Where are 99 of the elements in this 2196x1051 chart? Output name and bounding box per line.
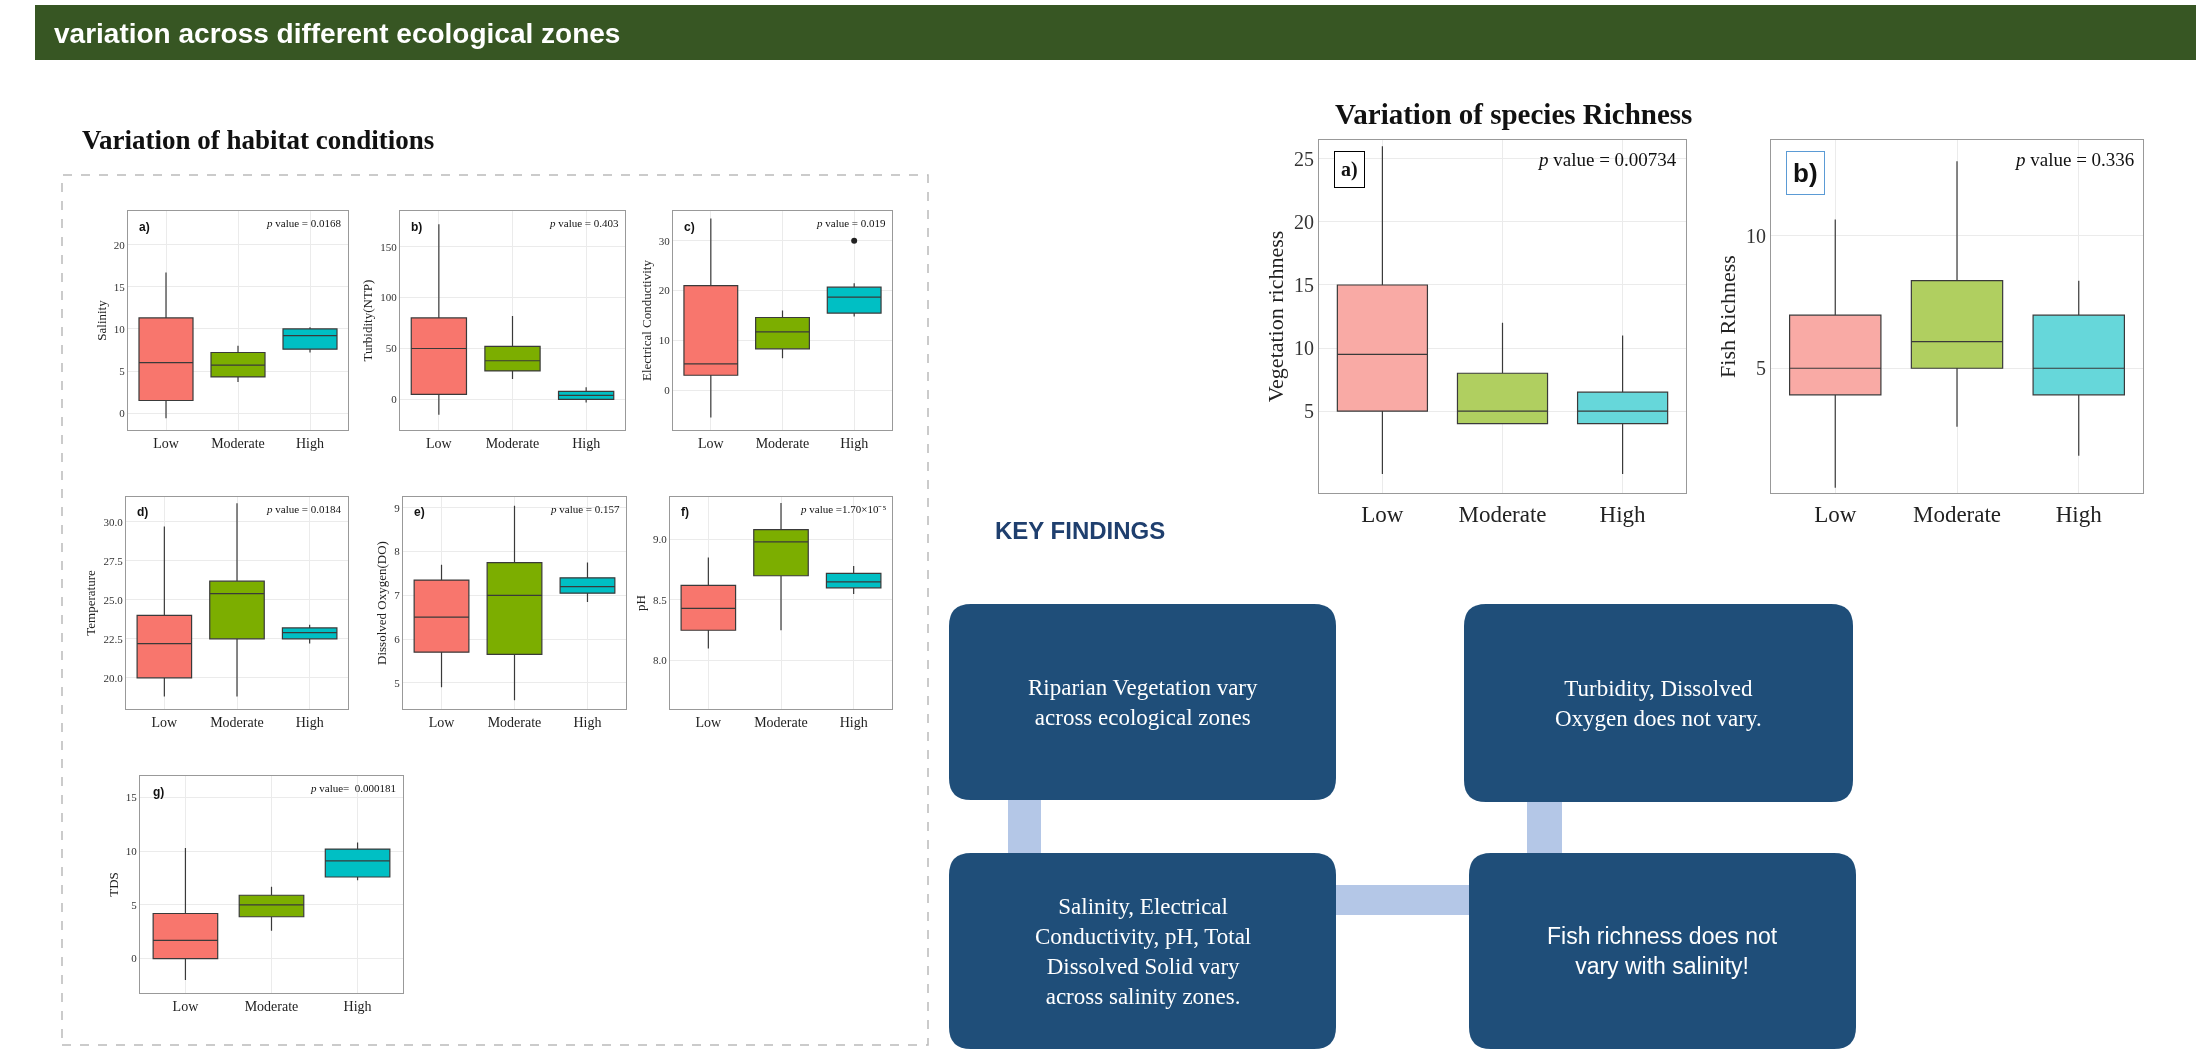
- y-axis-title: Turbidity(NTP): [360, 279, 376, 362]
- text: g): [153, 785, 165, 799]
- y-tick-label: 15: [125, 791, 138, 804]
- x-tick-label: Low: [426, 435, 453, 451]
- x-tick-label: High: [295, 714, 324, 730]
- text: b): [411, 220, 423, 234]
- y-tick-label: 0: [131, 952, 138, 965]
- x-tick-label: Moderate: [1912, 501, 2002, 527]
- x-tick-label: High: [343, 998, 372, 1014]
- x-tick-label: Moderate: [210, 714, 264, 730]
- y-tick-label: 9: [394, 501, 401, 514]
- y-axis-title: Vegetation richness: [1262, 230, 1288, 403]
- y-tick-label: 100: [380, 291, 398, 304]
- y-axis-title: Salinity: [93, 299, 109, 341]
- text: Variation of habitat conditions: [82, 125, 435, 155]
- x-tick-label: Low: [697, 435, 725, 451]
- text: Riparian Vegetation vary across ecological zones: [1028, 675, 1259, 730]
- x-tick-label: Moderate: [244, 998, 299, 1014]
- y-tick-label: 30: [658, 234, 671, 247]
- y-tick-label: 5: [1756, 357, 1766, 380]
- x-tick-label: High: [296, 435, 324, 451]
- text: d): [137, 505, 149, 519]
- text: variation across different ecological zones: [54, 18, 621, 49]
- x-tick-label: Moderate: [211, 435, 265, 451]
- annotation: p value = 0.336: [2014, 149, 2135, 170]
- x-tick-label: High: [840, 435, 869, 451]
- y-tick-label: 10: [113, 322, 126, 335]
- annotation: p value = 0.403: [549, 217, 620, 229]
- x-tick-label: Low: [428, 714, 456, 730]
- y-tick-label: 27.5: [103, 554, 124, 567]
- x-tick-label: Moderate: [755, 435, 810, 451]
- annotation: p value = 0.0168: [266, 217, 342, 229]
- y-tick-label: 22.5: [103, 632, 124, 645]
- text: Salinity, Electrical Conductivity, pH, Total Dissolved Solid vary across salinity zones.: [1035, 894, 1252, 1009]
- text: Turbidity, Dissolved Oxygen does not vary.: [1555, 676, 1762, 731]
- text: Fish richness does not vary with salinity!: [1547, 923, 1778, 979]
- x-tick-label: Moderate: [1458, 501, 1547, 527]
- y-tick-label: 0: [119, 407, 126, 419]
- y-axis-title: TDS: [105, 872, 121, 897]
- x-tick-label: Low: [172, 998, 200, 1014]
- y-axis-title: Fish Richness: [1714, 255, 1740, 378]
- y-tick-label: 20.0: [103, 671, 124, 684]
- x-tick-label: Low: [1814, 501, 1857, 527]
- y-tick-label: 150: [380, 240, 398, 253]
- y-tick-label: 50: [385, 342, 398, 355]
- annotation: p value= 0.000181: [310, 782, 397, 794]
- x-tick-label: High: [2055, 501, 2103, 527]
- annotation: p value = 0.157: [550, 503, 621, 515]
- y-axis-title: Dissolved Oxygen(DO): [374, 541, 390, 665]
- x-tick-label: Moderate: [487, 714, 542, 730]
- y-tick-label: 5: [131, 898, 138, 911]
- y-tick-label: 5: [394, 676, 401, 689]
- text: a): [139, 220, 150, 234]
- y-tick-label: 20: [1294, 210, 1314, 233]
- x-tick-label: Moderate: [754, 714, 808, 730]
- y-tick-label: 5: [119, 364, 126, 377]
- y-axis-title: pH: [633, 595, 648, 611]
- x-tick-label: High: [573, 714, 602, 730]
- annotation: p value = 0.00734: [1537, 149, 1677, 170]
- annotation: p value = 0.019: [816, 217, 887, 229]
- y-tick-label: 30.0: [103, 515, 124, 528]
- text: b): [1793, 158, 1818, 188]
- x-tick-label: Moderate: [485, 435, 540, 451]
- y-tick-label: 7: [394, 589, 401, 602]
- x-tick-label: High: [1599, 501, 1647, 527]
- x-tick-label: Low: [1361, 501, 1404, 527]
- y-tick-label: 10: [658, 334, 671, 347]
- x-tick-label: High: [572, 435, 601, 451]
- y-tick-label: 10: [1294, 337, 1314, 360]
- y-tick-label: 25.0: [103, 593, 124, 606]
- text: f): [681, 505, 689, 519]
- text: e): [414, 505, 425, 519]
- y-tick-label: 15: [113, 280, 126, 293]
- y-tick-label: 8: [394, 545, 401, 558]
- x-tick-label: Low: [153, 435, 180, 451]
- x-tick-label: High: [839, 714, 868, 730]
- x-tick-label: Low: [695, 714, 723, 730]
- y-tick-label: 6: [394, 632, 401, 645]
- y-tick-label: 20: [113, 238, 126, 251]
- y-tick-label: 5: [1304, 400, 1314, 423]
- annotation: p value =1.70×10⁻⁵: [800, 503, 887, 515]
- text: Variation of species Richness: [1335, 98, 1693, 130]
- y-axis-title: Electrical Conductivity: [638, 259, 654, 381]
- y-tick-label: 10: [1746, 224, 1766, 247]
- y-tick-label: 9.0: [653, 533, 668, 546]
- text: c): [684, 220, 695, 234]
- y-axis-title: Temperature: [83, 570, 99, 636]
- y-tick-label: 8.5: [653, 593, 668, 606]
- y-tick-label: 20: [658, 284, 671, 297]
- y-tick-label: 15: [1294, 273, 1314, 296]
- y-tick-label: 0: [664, 384, 671, 397]
- x-tick-label: Low: [151, 714, 179, 730]
- y-tick-label: 10: [125, 845, 138, 858]
- y-tick-label: 25: [1294, 147, 1314, 170]
- annotation: p value = 0.0184: [266, 503, 342, 515]
- text: a): [1341, 158, 1358, 181]
- y-tick-label: 8.0: [653, 654, 668, 667]
- text: KEY FINDINGS: [995, 517, 1166, 544]
- y-tick-label: 0: [391, 393, 398, 406]
